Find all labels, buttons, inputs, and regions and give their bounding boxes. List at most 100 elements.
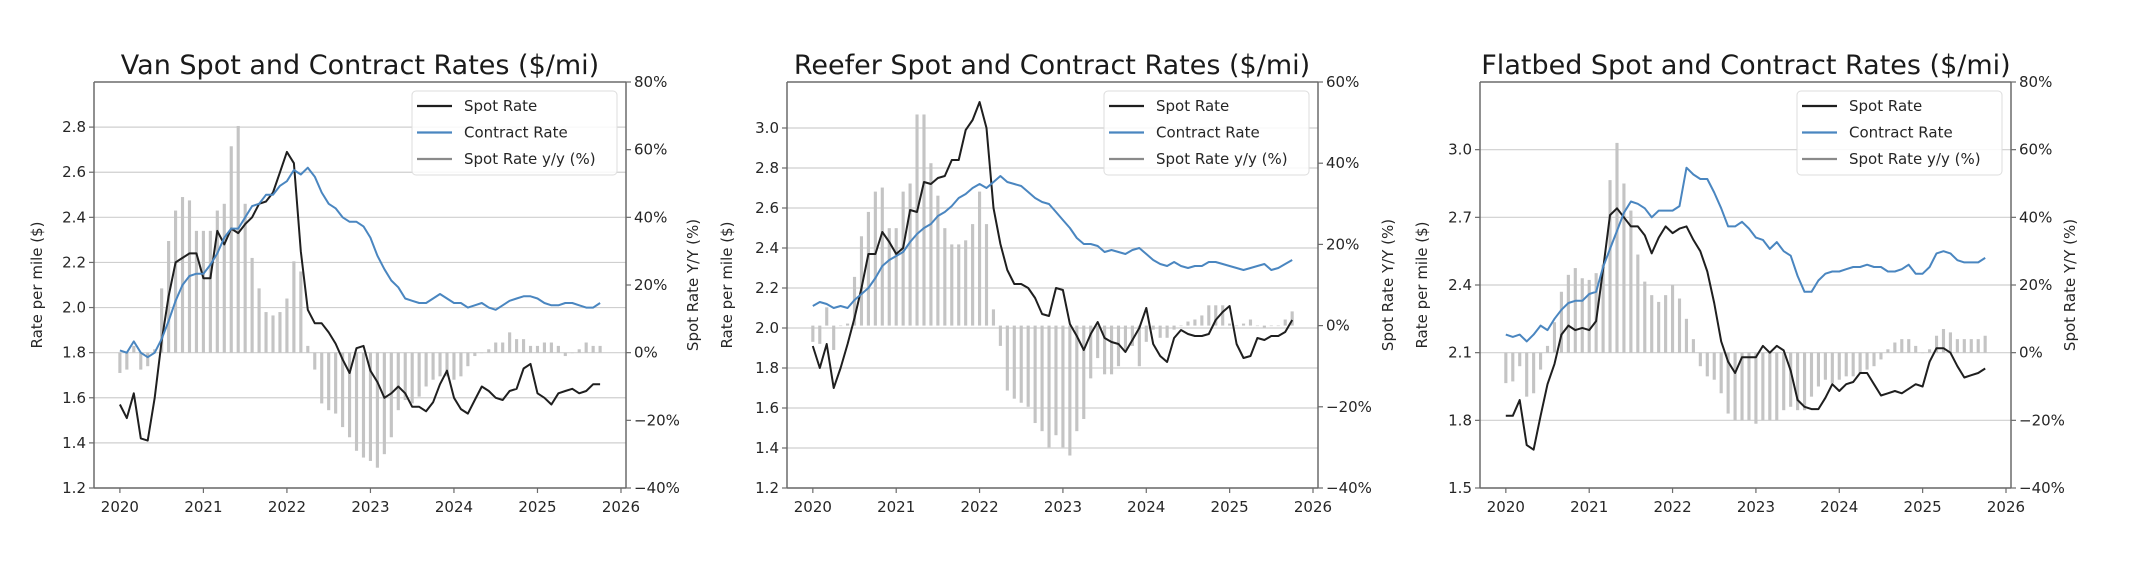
spot-rate-line [1505, 207, 1986, 451]
yoy-bar [292, 261, 296, 353]
yoy-bar [1740, 352, 1744, 421]
yoy-bar [1172, 325, 1176, 330]
y-tick-label: 1.4 [755, 439, 779, 457]
yoy-bar [521, 339, 526, 353]
yoy-bar [1921, 352, 1925, 354]
x-tick-label: 2020 [794, 498, 832, 516]
yoy-bar [1969, 339, 1973, 353]
yoy-bar [1103, 325, 1107, 375]
yoy-bar [528, 345, 533, 353]
yoy-bar [1837, 352, 1841, 380]
yoy-bar [118, 352, 122, 373]
yoy-bar [160, 288, 164, 353]
yoy-bar [515, 339, 519, 353]
yoy-bar [480, 352, 484, 354]
yoy-bar [1754, 352, 1758, 424]
yoy-bar [535, 345, 540, 353]
x-tick-label: 2023 [1044, 498, 1082, 516]
plot-layer: 1.5 1.8 2.1 2.4 2.7 3.0 −40% −20% 0% 20% 40% 60% 80%… [1448, 73, 2065, 516]
yoy-bar [957, 244, 961, 326]
yoy-bar [873, 191, 877, 326]
x-tick-label: 2022 [268, 498, 306, 516]
yoy-bar [250, 257, 254, 353]
yoy-bar [1608, 180, 1612, 353]
yoy-bar [389, 352, 393, 438]
yoy-bar [1761, 352, 1765, 421]
yoy-bar [354, 352, 359, 451]
y2-tick-label: 20% [1326, 235, 1359, 253]
yoy-bar [1657, 301, 1661, 353]
yoy-bar [922, 114, 926, 326]
legend-contract-label: Contract Rate [464, 124, 568, 142]
yoy-bar [174, 210, 178, 353]
yoy-bar [1290, 311, 1294, 326]
y2-tick-label: −40% [634, 479, 680, 497]
x-tick-label: 2026 [1987, 498, 2025, 516]
yoy-bar [1809, 352, 1814, 397]
yoy-bar [1082, 325, 1086, 419]
y-tick-label: 1.2 [62, 479, 86, 497]
yoy-bar [1566, 274, 1570, 353]
yoy-bar [936, 195, 940, 326]
yoy-bar [1012, 325, 1016, 399]
x-tick-label: 2022 [960, 498, 998, 516]
yoy-bar [1983, 335, 1987, 353]
yoy-bar [1893, 342, 1897, 353]
yoy-bar [271, 315, 275, 353]
spot-rate-line [119, 150, 601, 442]
yoy-bar [208, 230, 212, 353]
yoy-bar [473, 352, 477, 357]
yoy-bar [375, 352, 379, 468]
yoy-bar [1026, 325, 1030, 407]
y-tick-label: 1.2 [755, 479, 779, 497]
yoy-bar [1137, 325, 1141, 367]
yoy-bar [494, 342, 498, 353]
yoy-bar [880, 187, 884, 326]
yoy-bar [1629, 210, 1633, 353]
legend: Spot Rate Contract Rate Spot Rate y/y (%… [1796, 90, 2003, 176]
yoy-bar [1712, 352, 1716, 380]
yoy-bar [1816, 352, 1821, 387]
yoy-bar [236, 125, 240, 353]
yoy-bar [1684, 318, 1689, 353]
yoy-bar [1241, 323, 1246, 326]
y2-tick-label: 60% [2019, 141, 2052, 159]
yoy-bar [1594, 273, 1598, 353]
y-tick-label: 2.0 [62, 299, 86, 317]
yoy-bar [1851, 352, 1855, 377]
yoy-bar [438, 352, 442, 377]
yoy-bar [132, 345, 136, 353]
yoy-bar [201, 230, 205, 353]
yoy-bar [1664, 295, 1668, 353]
y2-tick-label: 40% [1326, 154, 1359, 172]
yoy-bar [1151, 325, 1155, 330]
legend-box [1103, 90, 1310, 176]
yoy-bar [285, 298, 289, 353]
yoy-bar [943, 228, 947, 326]
yoy-bar [278, 312, 282, 353]
y-tick-label: 2.2 [755, 279, 779, 297]
y-tick-label: 2.4 [755, 239, 779, 257]
yoy-bar [1955, 339, 1959, 353]
legend-box [411, 90, 618, 176]
y-axis-label-right: Spot Rate Y/Y (%) [1379, 219, 1397, 351]
yoy-bar [1096, 325, 1100, 359]
yoy-bar [1116, 325, 1121, 367]
yoy-bar [1040, 325, 1044, 432]
chart-title: Reefer Spot and Contract Rates ($/mi) [794, 50, 1310, 81]
yoy-bar [1914, 345, 1918, 353]
yoy-bar [894, 228, 898, 326]
yoy-bar [334, 352, 338, 414]
yoy-bar [1532, 352, 1536, 394]
yoy-bar [839, 325, 843, 327]
y-tick-label: 2.6 [62, 163, 86, 181]
yoy-bar [1726, 352, 1730, 414]
yoy-bar [549, 342, 553, 353]
legend-yoy-label: Spot Rate y/y (%) [1849, 150, 1981, 168]
yoy-bar [1636, 254, 1640, 353]
legend: Spot Rate Contract Rate Spot Rate y/y (%… [1103, 90, 1310, 176]
legend-spot-label: Spot Rate [464, 97, 537, 115]
yoy-bar [591, 345, 595, 353]
yoy-bar [977, 191, 982, 326]
